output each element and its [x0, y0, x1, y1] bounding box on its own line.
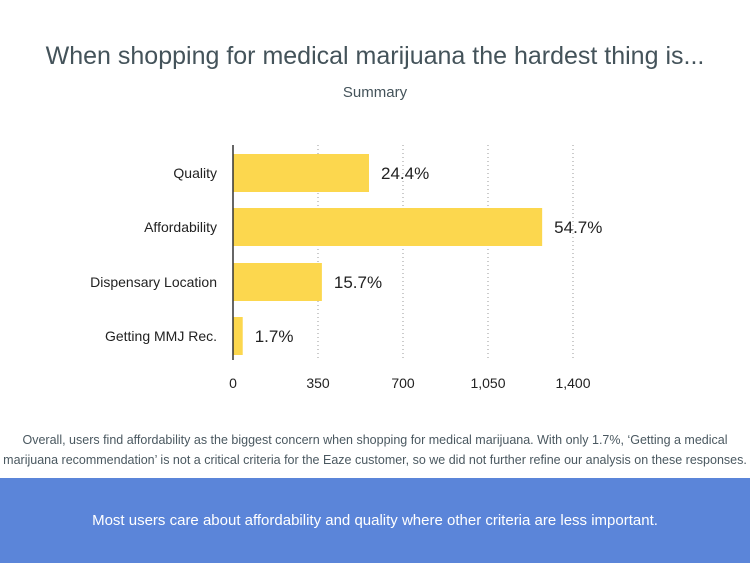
caption-line-1: Overall, users find affordability as the… — [22, 433, 728, 447]
category-label: Dispensary Location — [90, 274, 217, 290]
category-label: Affordability — [144, 219, 217, 235]
data-label: 24.4% — [381, 164, 429, 183]
data-label: 1.7% — [255, 327, 294, 346]
data-label: 15.7% — [334, 273, 382, 292]
caption-line-2: marijuana recommendation’ is not a criti… — [3, 453, 747, 467]
bar — [233, 208, 543, 246]
bar-chart: Quality 24.4% Affordability 54.7% Dispensary… — [90, 145, 602, 391]
chart-subtitle: Summary — [342, 84, 408, 101]
bar — [233, 263, 322, 301]
takeaway-text: Most users care about affordability and … — [92, 512, 658, 529]
bar — [233, 154, 369, 192]
x-tick-label: 1,400 — [555, 375, 590, 391]
category-label: Getting MMJ Rec. — [105, 328, 217, 344]
chart-title: When shopping for medical marijuana the … — [45, 42, 705, 70]
data-label: 54.7% — [554, 218, 602, 237]
x-tick-label: 1,050 — [470, 375, 505, 391]
x-tick-label: 700 — [391, 375, 415, 391]
x-tick-label: 0 — [229, 375, 237, 391]
x-tick-label: 350 — [306, 375, 330, 391]
summary-caption: Overall, users find affordability as the… — [0, 430, 750, 470]
category-label: Quality — [173, 165, 217, 181]
takeaway-banner: Most users care about affordability and … — [0, 478, 750, 563]
bar — [233, 317, 243, 355]
